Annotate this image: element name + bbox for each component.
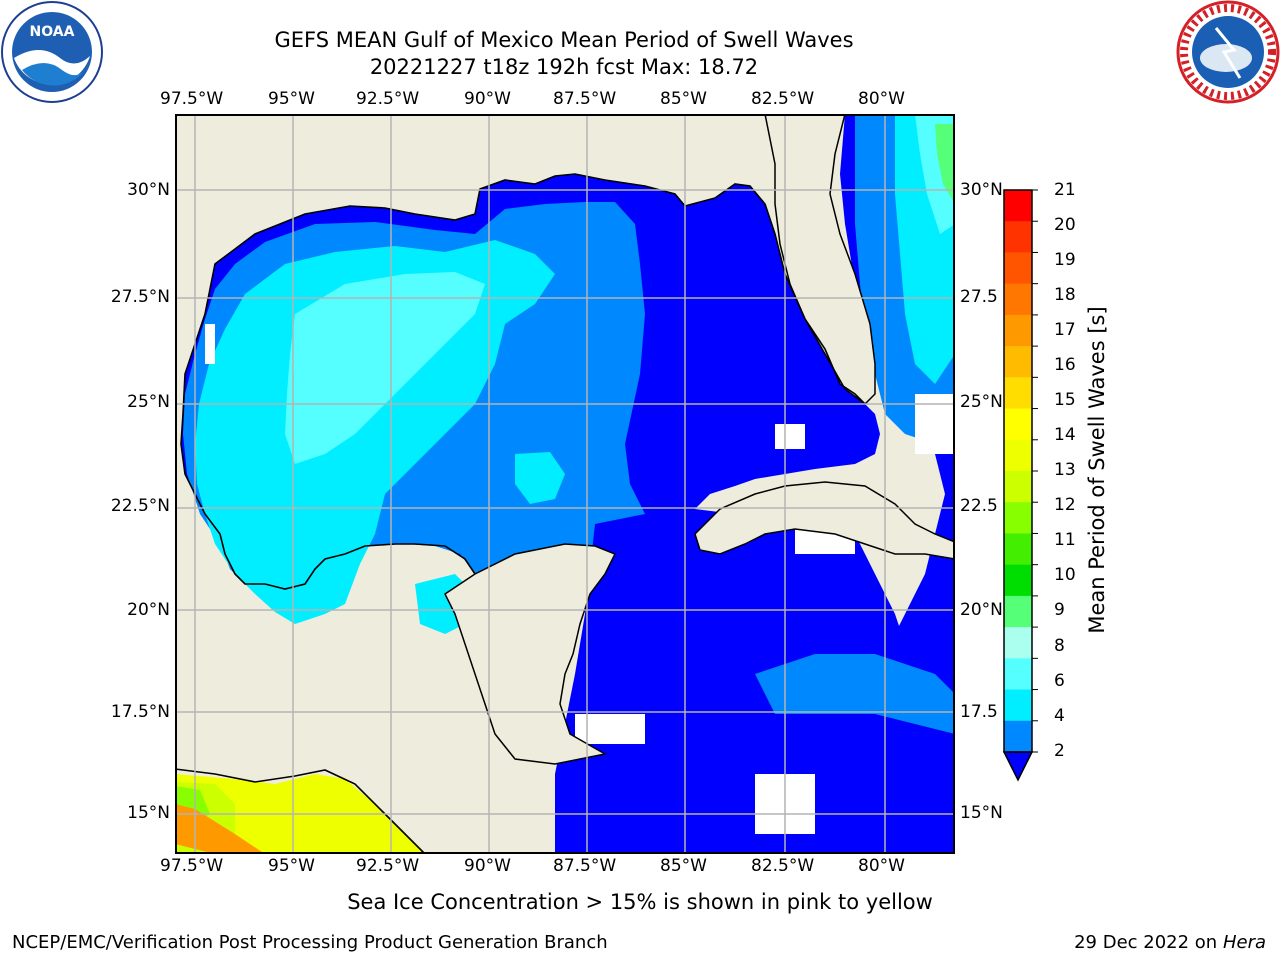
colorbar-tick: 15	[1054, 390, 1076, 410]
lat-label-right: 20°N	[960, 600, 1003, 620]
pacific-water-17s	[175, 804, 265, 854]
colorbar-swatch	[1004, 502, 1032, 534]
colorbar-tick: 13	[1054, 460, 1076, 480]
lon-label-bottom: 97.5°W	[160, 856, 224, 876]
colorbar-title: Mean Period of Swell Waves [s]	[1085, 306, 1109, 634]
lon-label-bottom: 90°W	[464, 856, 511, 876]
colorbar-swatch	[1004, 252, 1032, 285]
colorbar-tick: 19	[1054, 250, 1076, 270]
colorbar-swatch	[1004, 190, 1032, 222]
lon-label-bottom: 82.5°W	[751, 856, 815, 876]
lat-label-left: 30°N	[127, 180, 170, 200]
map-frame	[175, 114, 955, 854]
colorbar-tick: 17	[1054, 320, 1076, 340]
colorbar-swatch	[1004, 377, 1032, 410]
lon-label-bottom: 87.5°W	[553, 856, 617, 876]
lat-label-right: 27.5	[960, 287, 998, 307]
noaa-logo-text: NOAA	[30, 24, 75, 40]
lon-label-top: 82.5°W	[751, 89, 815, 109]
pacific-coastline	[175, 768, 426, 854]
colorbar-swatch	[1004, 314, 1032, 347]
colorbar-tick: 9	[1054, 600, 1065, 620]
florida-land	[764, 114, 876, 405]
lat-label-left: 17.5°N	[110, 702, 170, 722]
colorbar-extend-arrow	[1002, 751, 1034, 782]
colorbar-swatch	[1004, 439, 1032, 472]
run-date-text: 29 Dec 2022 on	[1074, 932, 1218, 953]
chart-title: GEFS MEAN Gulf of Mexico Mean Period of …	[274, 28, 854, 52]
lon-label-top: 87.5°W	[553, 89, 617, 109]
no-data	[775, 424, 805, 449]
gulf-water-8s	[285, 272, 485, 464]
colorbar-tick: 14	[1054, 425, 1076, 445]
lon-label-top: 97.5°W	[160, 89, 224, 109]
caribbean-water	[555, 509, 955, 854]
no-data	[575, 714, 645, 744]
colorbar-swatch	[1004, 283, 1032, 316]
graticule	[175, 114, 955, 854]
lat-label-right: 17.5	[960, 702, 998, 722]
lat-label-right: 25°N	[960, 392, 1003, 412]
no-data	[915, 394, 955, 454]
colorbar-swatch	[1004, 720, 1032, 753]
colorbar-swatch	[1004, 408, 1032, 441]
colorbar-tick: 11	[1054, 530, 1076, 550]
gulf-water-6s	[195, 240, 555, 624]
lon-label-top: 90°W	[464, 89, 511, 109]
lon-label-bottom: 80°W	[858, 856, 905, 876]
lon-label-top: 80°W	[858, 89, 905, 109]
channel-cyan	[515, 452, 565, 504]
chart-subtitle: 20221227 t18z 192h fcst Max: 18.72	[369, 55, 759, 79]
host-name: Hera	[1222, 932, 1266, 953]
lat-label-left: 25°N	[127, 392, 170, 412]
lon-label-bottom: 92.5°W	[356, 856, 420, 876]
lat-label-left: 20°N	[127, 600, 170, 620]
lat-label-right: 15°N	[960, 803, 1003, 823]
colorbar	[1002, 189, 1038, 782]
colorbar-tick: 4	[1054, 706, 1065, 726]
no-data	[205, 324, 215, 364]
producer-credit: NCEP/EMC/Verification Post Processing Pr…	[12, 932, 608, 953]
colorbar-tick: 12	[1054, 495, 1076, 515]
colorbar-swatch	[1004, 627, 1032, 659]
lat-label-left: 27.5°N	[110, 287, 170, 307]
caribbean-water-4s	[755, 654, 955, 734]
colorbar-swatch	[1004, 346, 1032, 378]
colorbar-swatch	[1004, 595, 1032, 628]
colorbar-swatch	[1004, 689, 1032, 722]
sea-ice-note: Sea Ice Concentration > 15% is shown in …	[347, 890, 933, 914]
lon-label-bottom: 85°W	[660, 856, 707, 876]
colorbar-swatch	[1004, 221, 1032, 253]
colorbar-tick: 18	[1054, 285, 1076, 305]
colorbar-swatch	[1004, 564, 1032, 597]
colorbar-swatch	[1004, 533, 1032, 566]
lat-label-right: 30°N	[960, 180, 1003, 200]
colorbar-tick: 16	[1054, 355, 1076, 375]
colorbar-tick: 20	[1054, 215, 1076, 235]
cuba-land	[694, 481, 955, 560]
noaa-logo: NOAA	[1, 1, 103, 103]
coastline-west	[180, 288, 476, 590]
lon-label-bottom: 95°W	[268, 856, 315, 876]
lat-label-right: 22.5	[960, 496, 998, 516]
colorbar-swatch	[1004, 471, 1032, 503]
run-date: 29 Dec 2022 on Hera	[1074, 932, 1266, 953]
lat-label-left: 22.5°N	[110, 496, 170, 516]
lon-label-top: 92.5°W	[356, 89, 420, 109]
atlantic-water-10s	[935, 124, 955, 204]
colorbar-tick: 2	[1054, 741, 1065, 761]
coastline	[209, 173, 866, 405]
yucatan-land	[444, 543, 617, 765]
colorbar-tick: 6	[1054, 671, 1065, 691]
map-panel	[175, 114, 955, 854]
colorbar-tick: 21	[1054, 180, 1076, 200]
colorbar-tick: 8	[1054, 636, 1065, 656]
lat-label-left: 15°N	[127, 803, 170, 823]
colorbar-tick: 10	[1054, 565, 1076, 585]
lon-label-top: 85°W	[660, 89, 707, 109]
lon-label-top: 95°W	[268, 89, 315, 109]
nws-logo	[1176, 0, 1280, 104]
colorbar-swatch	[1004, 658, 1032, 691]
